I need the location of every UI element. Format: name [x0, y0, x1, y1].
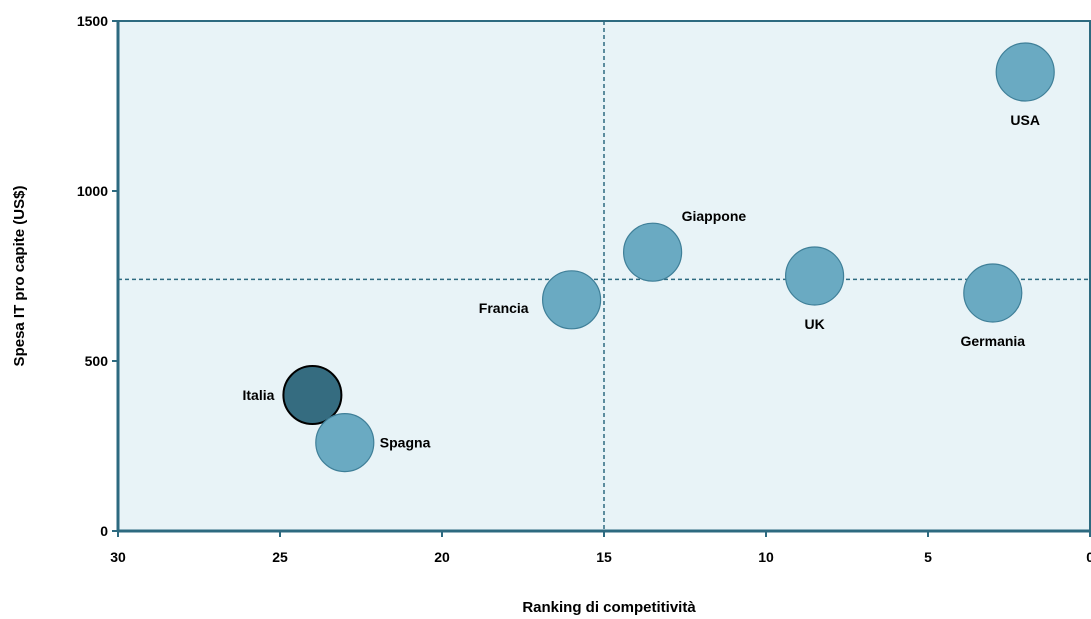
x-tick-label: 20 — [434, 549, 450, 565]
bubble-uk — [784, 246, 845, 306]
bubble-spagna — [315, 413, 375, 473]
y-axis-title: Spesa IT pro capite (US$) — [11, 186, 28, 367]
point-label-usa: USA — [1010, 112, 1040, 128]
point-label-giappone: Giappone — [682, 208, 747, 224]
point-label-spagna: Spagna — [380, 435, 431, 451]
reference-lines — [118, 21, 1090, 531]
x-axis-ticks: 30 25 20 15 10 5 0 — [110, 531, 1091, 565]
y-tick-label: 0 — [100, 523, 108, 539]
y-tick-label: 1500 — [77, 13, 108, 29]
point-label-uk: UK — [804, 316, 824, 332]
x-tick-label: 0 — [1086, 549, 1091, 565]
x-tick-label: 30 — [110, 549, 126, 565]
x-tick-label: 10 — [758, 549, 774, 565]
x-tick-label: 25 — [272, 549, 288, 565]
x-tick-label: 15 — [596, 549, 612, 565]
x-tick-label: 5 — [924, 549, 932, 565]
x-axis-title: Ranking di competitività — [522, 599, 696, 616]
data-labels: USA Giappone UK Germania Francia Italia Spagna — [242, 112, 1039, 451]
point-label-italia: Italia — [242, 387, 274, 403]
data-points — [282, 42, 1055, 473]
bubble-usa — [995, 42, 1055, 102]
bubble-giappone — [622, 222, 683, 282]
y-axis-ticks: 0 500 1000 1500 — [77, 13, 118, 539]
bubble-italia — [282, 365, 343, 425]
point-label-germania: Germania — [961, 333, 1026, 349]
y-tick-label: 500 — [85, 353, 109, 369]
y-tick-label: 1000 — [77, 183, 108, 199]
bubble-germania — [963, 263, 1023, 323]
point-label-francia: Francia — [479, 300, 529, 316]
bubble-francia — [541, 270, 602, 330]
